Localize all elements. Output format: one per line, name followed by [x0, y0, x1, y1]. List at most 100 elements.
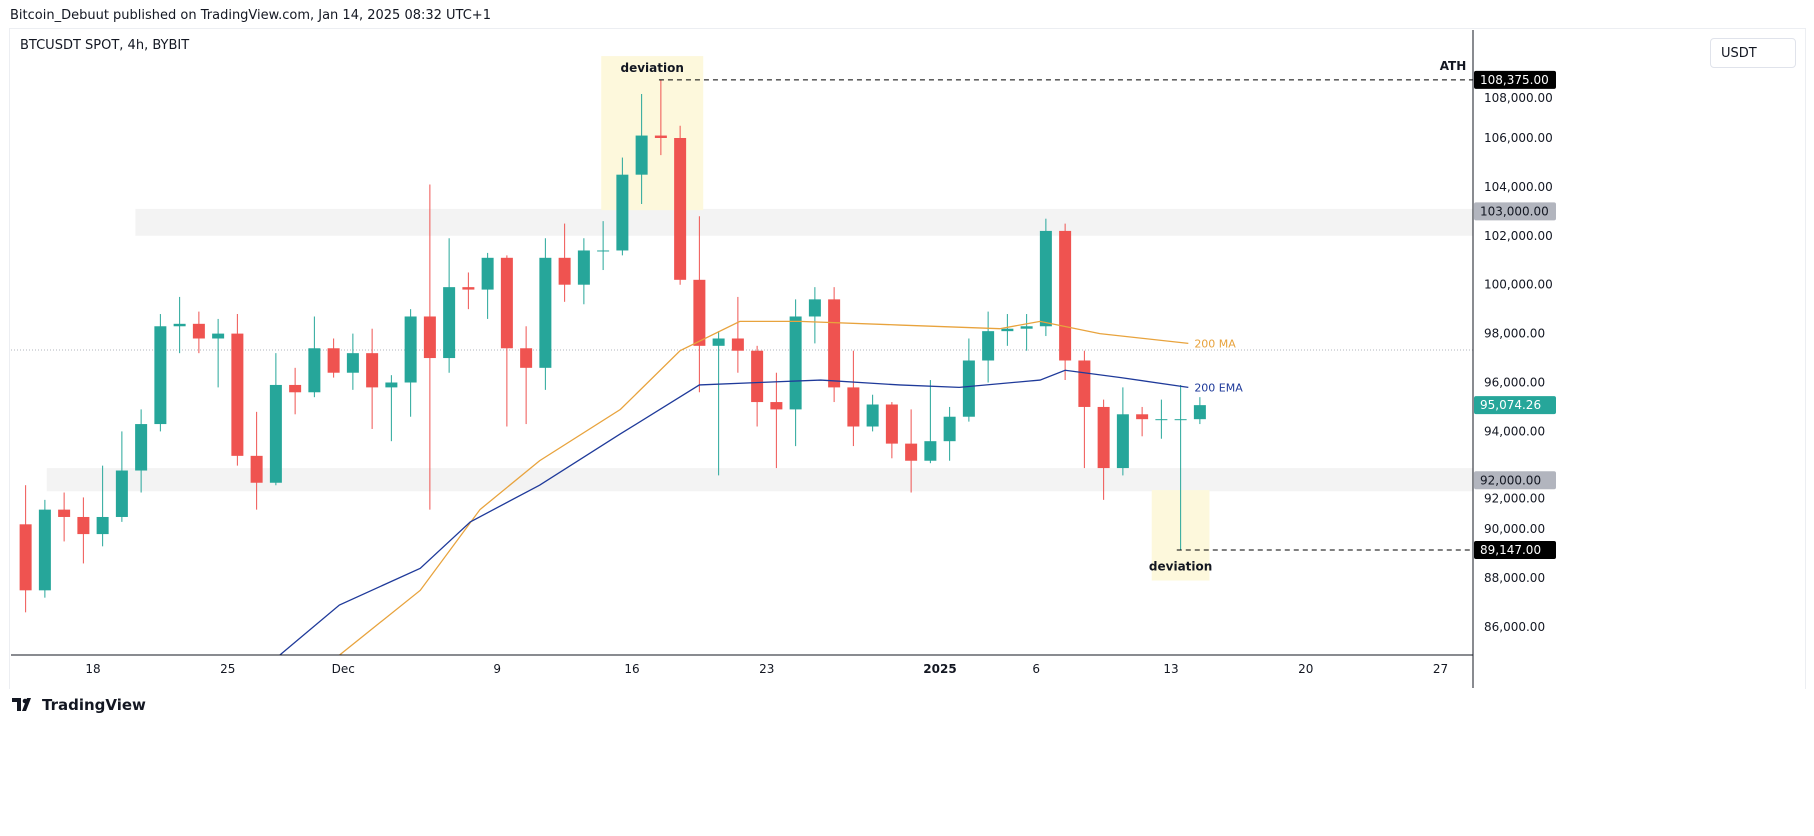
- candle-body: [346, 353, 359, 373]
- candle: [1174, 384, 1187, 551]
- tradingview-logo-icon: [12, 698, 31, 711]
- candle-body: [597, 250, 610, 252]
- candle-body: [905, 443, 918, 461]
- candle: [558, 223, 571, 302]
- candle: [654, 79, 667, 156]
- candle: [1059, 223, 1072, 381]
- candle: [423, 184, 436, 510]
- deviation-label: deviation: [621, 61, 684, 75]
- price-tick-label: 108,000.00: [1484, 91, 1553, 105]
- candle-body: [693, 279, 706, 346]
- candle: [443, 238, 456, 373]
- candle-body: [828, 299, 841, 388]
- time-tick-label: Dec: [332, 662, 355, 676]
- price-tag: [1474, 70, 1556, 89]
- candle-body: [404, 316, 417, 383]
- candle: [828, 287, 841, 403]
- candle: [962, 338, 975, 422]
- candle: [905, 409, 918, 493]
- candle: [96, 465, 109, 547]
- tradingview-logo[interactable]: TradingView: [12, 696, 146, 714]
- price-tag: [1474, 202, 1556, 221]
- candle: [597, 221, 610, 271]
- candle: [693, 216, 706, 393]
- candle: [77, 497, 90, 564]
- time-tick-label: 27: [1433, 662, 1448, 676]
- candle: [1116, 387, 1129, 476]
- candle-body: [462, 287, 475, 290]
- candle-body: [1097, 406, 1110, 469]
- candle-body: [38, 509, 51, 591]
- candle-body: [808, 299, 821, 317]
- candle: [616, 157, 629, 256]
- candle: [885, 402, 898, 459]
- time-tick-label: 23: [759, 662, 774, 676]
- time-tick-label: 9: [493, 662, 501, 676]
- candle-body: [962, 360, 975, 417]
- candle: [346, 333, 359, 390]
- candle: [1097, 399, 1110, 500]
- support-resistance-zone: [46, 468, 1473, 492]
- candle-body: [500, 257, 513, 349]
- candle-body: [423, 316, 436, 359]
- candle-body: [58, 509, 71, 517]
- candle: [269, 353, 282, 486]
- candle: [289, 367, 302, 415]
- candle-body: [269, 384, 282, 483]
- candle-body: [385, 382, 398, 388]
- price-tick-label: 106,000.00: [1484, 131, 1553, 145]
- candle: [943, 406, 956, 461]
- candle: [500, 255, 513, 427]
- ma-200-line: [338, 320, 1189, 655]
- price-tick-label: 90,000.00: [1484, 522, 1545, 536]
- candle-body: [19, 524, 32, 591]
- candle: [154, 314, 167, 432]
- candle-body: [212, 333, 225, 339]
- candle: [1039, 218, 1052, 337]
- ema-200-label: 200 EMA: [1194, 381, 1243, 394]
- candle-body: [1020, 326, 1033, 329]
- ath-label: ATH: [1440, 59, 1467, 73]
- candle-body: [1039, 230, 1052, 327]
- price-tick-label: 94,000.00: [1484, 424, 1545, 438]
- ema-200-line: [279, 369, 1189, 655]
- candle-body: [1193, 405, 1206, 420]
- candle: [1078, 350, 1091, 469]
- candle: [385, 375, 398, 442]
- chart-frame: [9, 28, 1806, 689]
- candle: [1020, 314, 1033, 351]
- candle: [212, 318, 225, 388]
- price-tag-label: 108,375.00: [1480, 73, 1549, 87]
- price-tag: [1474, 396, 1556, 415]
- candle: [38, 499, 51, 598]
- time-tick-label: 16: [624, 662, 639, 676]
- candle: [635, 93, 648, 205]
- currency-selector[interactable]: USDT: [1710, 38, 1796, 68]
- candle: [924, 380, 937, 464]
- candle-body: [558, 257, 571, 285]
- candle-body: [982, 331, 995, 361]
- price-tick-label: 102,000.00: [1484, 229, 1553, 243]
- candle: [1136, 406, 1149, 437]
- price-tick-label: 104,000.00: [1484, 180, 1553, 194]
- candle-body: [481, 257, 494, 290]
- time-tick-label: 13: [1163, 662, 1178, 676]
- time-tick-label: 20: [1298, 662, 1313, 676]
- candle-body: [654, 135, 667, 138]
- candle-body: [943, 416, 956, 442]
- candle-body: [866, 404, 879, 427]
- candle: [866, 394, 879, 432]
- candle-body: [789, 316, 802, 410]
- candle: [1001, 314, 1014, 346]
- candle-body: [1155, 419, 1168, 421]
- price-tick-label: 92,000.00: [1484, 491, 1545, 505]
- candle: [847, 350, 860, 447]
- plot-area: [11, 56, 1473, 655]
- candle-body: [635, 135, 648, 175]
- candle: [19, 485, 32, 613]
- price-tag-label: 92,000.00: [1480, 473, 1541, 487]
- candle-body: [770, 402, 783, 410]
- candle-body: [1116, 414, 1129, 469]
- price-tick-label: 96,000.00: [1484, 376, 1545, 390]
